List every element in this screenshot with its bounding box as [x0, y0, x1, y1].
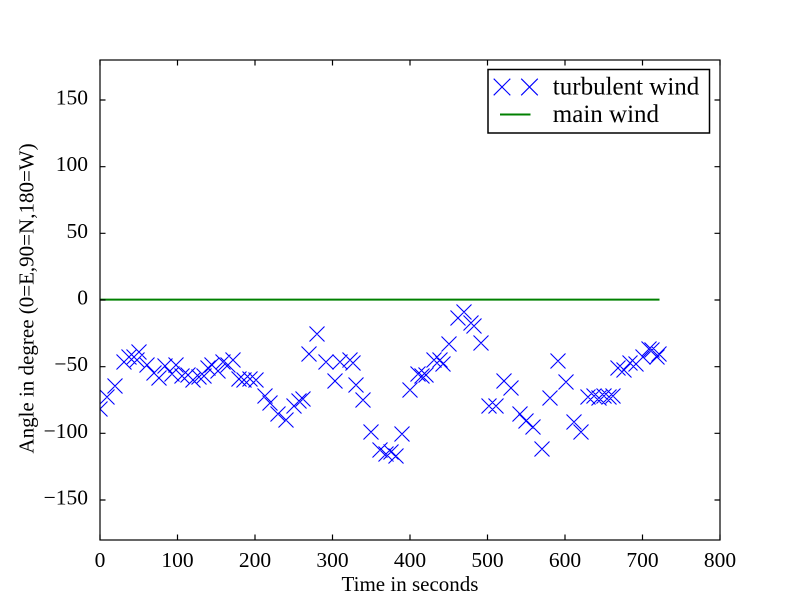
- svg-text:100: 100: [56, 152, 88, 176]
- svg-text:700: 700: [626, 548, 658, 572]
- svg-text:Time in seconds: Time in seconds: [342, 572, 479, 596]
- svg-text:600: 600: [549, 548, 581, 572]
- svg-text:−50: −50: [54, 352, 88, 376]
- svg-text:0: 0: [95, 548, 106, 572]
- svg-text:100: 100: [161, 548, 193, 572]
- svg-text:150: 150: [56, 86, 88, 110]
- svg-text:200: 200: [239, 548, 271, 572]
- svg-text:−100: −100: [44, 419, 88, 443]
- svg-text:−150: −150: [44, 486, 88, 510]
- svg-text:turbulent wind: turbulent wind: [553, 74, 700, 101]
- svg-text:400: 400: [394, 548, 426, 572]
- svg-text:800: 800: [704, 548, 736, 572]
- svg-text:Angle in degree (0=E,90=N,180=: Angle in degree (0=E,90=N,180=W): [15, 143, 39, 453]
- svg-text:main wind: main wind: [553, 101, 660, 128]
- svg-text:50: 50: [67, 219, 89, 243]
- svg-text:300: 300: [316, 548, 348, 572]
- svg-text:0: 0: [77, 286, 88, 310]
- svg-text:500: 500: [471, 548, 503, 572]
